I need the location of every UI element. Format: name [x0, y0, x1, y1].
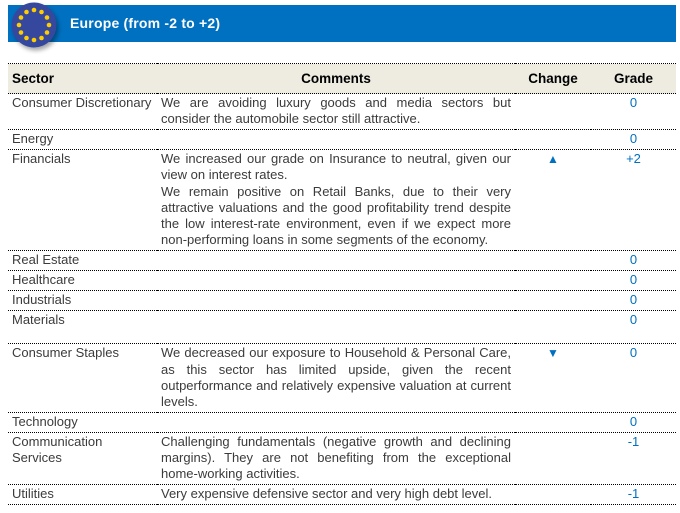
sector-name: Consumer Discretionary	[8, 92, 157, 130]
table-row: Communication Services Challenging fundam…	[8, 431, 676, 485]
grade-value: 0	[591, 129, 676, 150]
comment-paragraph: Very expensive defensive sector and very…	[161, 486, 492, 502]
sector-comment	[157, 249, 515, 271]
change-cell	[515, 411, 591, 433]
eu-flag-icon	[11, 2, 57, 48]
table-row: Industrials 0	[8, 290, 676, 311]
grade-value: 0	[591, 270, 676, 291]
sector-comment: Very expensive defensive sector and very…	[157, 484, 515, 505]
change-cell	[515, 92, 591, 130]
table-row: Healthcare 0	[8, 270, 676, 291]
sector-name: Industrials	[8, 290, 157, 311]
column-header-comments: Comments	[157, 63, 515, 94]
table-row: Financials We increased our grade on Insu…	[8, 149, 676, 251]
table-row: Energy 0	[8, 129, 676, 150]
sector-name: Energy	[8, 129, 157, 150]
grade-value: 0	[591, 249, 676, 271]
sector-name: Utilities	[8, 484, 157, 505]
sector-name: Real Estate	[8, 249, 157, 271]
sector-name: Communication Services	[8, 431, 157, 485]
grade-value: 0	[591, 92, 676, 130]
grade-value: -1	[591, 484, 676, 505]
table-row: Consumer Staples We decreased our exposur…	[8, 343, 676, 413]
change-cell	[515, 431, 591, 485]
sector-name: Materials	[8, 310, 157, 344]
sector-name: Healthcare	[8, 270, 157, 291]
sector-comment	[157, 290, 515, 311]
table-row: Materials 0	[8, 310, 676, 344]
sector-comment: We decreased our exposure to Household &…	[157, 343, 515, 413]
column-header-sector: Sector	[8, 63, 157, 94]
change-cell	[515, 129, 591, 150]
comment-paragraph: Challenging fundamentals (negative growt…	[161, 433, 511, 482]
grade-value: 0	[591, 310, 676, 344]
column-header-grade: Grade	[591, 63, 676, 94]
sector-comment: We increased our grade on Insurance to n…	[157, 149, 515, 251]
title-bar: Europe (from -2 to +2)	[8, 2, 676, 48]
change-cell	[515, 484, 591, 505]
up-triangle-icon: ▲	[547, 152, 559, 167]
grade-value: 0	[591, 411, 676, 433]
change-cell	[515, 290, 591, 311]
sector-name: Technology	[8, 411, 157, 433]
table-row: Real Estate 0	[8, 249, 676, 271]
comment-paragraph: We remain positive on Retail Banks, due …	[161, 183, 511, 247]
table-row: Technology 0	[8, 411, 676, 433]
table-header-row: Sector Comments Change Grade	[8, 63, 676, 94]
comment-paragraph: We are avoiding luxury goods and media s…	[161, 95, 511, 127]
change-cell: ▲	[515, 149, 591, 251]
table-row: Consumer Discretionary We are avoiding lu…	[8, 92, 676, 130]
change-cell: ▼	[515, 343, 591, 413]
table-row: Utilities Very expensive defensive sector…	[8, 484, 676, 505]
sector-comment	[157, 129, 515, 150]
sector-comment	[157, 411, 515, 433]
grade-value: +2	[591, 149, 676, 251]
grade-value: -1	[591, 431, 676, 485]
change-cell	[515, 270, 591, 291]
page-title: Europe (from -2 to +2)	[70, 15, 221, 31]
sector-comment: We are avoiding luxury goods and media s…	[157, 92, 515, 130]
sector-comment: Challenging fundamentals (negative growt…	[157, 431, 515, 485]
comment-paragraph: We increased our grade on Insurance to n…	[161, 151, 511, 183]
comment-paragraph: We decreased our exposure to Household &…	[161, 345, 511, 409]
grade-value: 0	[591, 343, 676, 413]
grade-value: 0	[591, 290, 676, 311]
column-header-change: Change	[515, 63, 591, 94]
sector-name: Consumer Staples	[8, 343, 157, 413]
change-cell	[515, 249, 591, 271]
sector-comment	[157, 270, 515, 291]
down-triangle-icon: ▼	[547, 346, 559, 361]
change-cell	[515, 310, 591, 344]
sector-comment	[157, 310, 515, 344]
sector-grades-table: Sector Comments Change Grade Consumer Di…	[8, 63, 676, 506]
sector-name: Financials	[8, 149, 157, 251]
